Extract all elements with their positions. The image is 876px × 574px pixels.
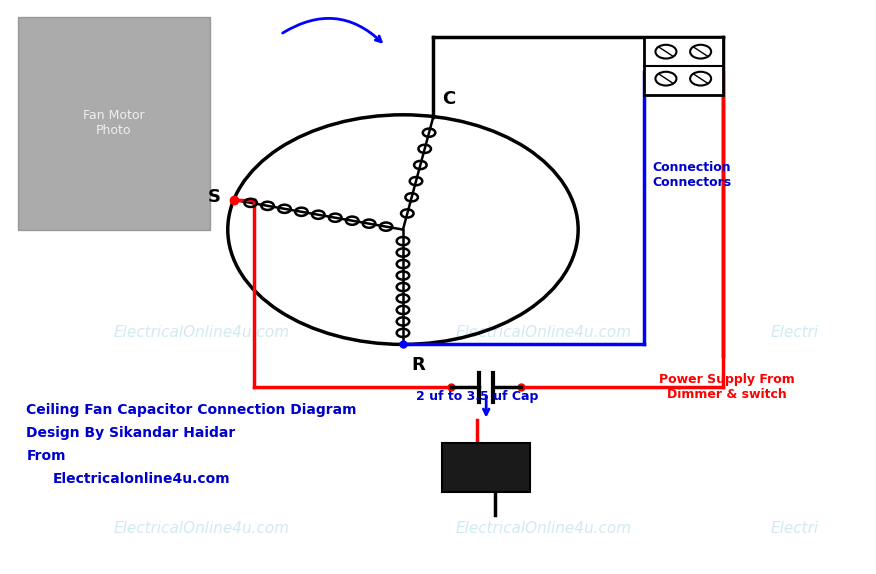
Text: Connection
Connectors: Connection Connectors	[653, 161, 731, 189]
Text: C: C	[442, 90, 456, 108]
Text: From: From	[26, 449, 66, 463]
FancyBboxPatch shape	[644, 37, 723, 95]
Text: Electri: Electri	[771, 325, 819, 340]
Text: ElectricalOnline4u.com: ElectricalOnline4u.com	[456, 521, 632, 536]
Text: ElectricalOnline4u.com: ElectricalOnline4u.com	[114, 521, 290, 536]
Text: R: R	[412, 356, 426, 374]
FancyBboxPatch shape	[442, 444, 530, 492]
Text: Design By Sikandar Haidar: Design By Sikandar Haidar	[26, 426, 236, 440]
Text: Ceiling Fan Capacitor Connection Diagram: Ceiling Fan Capacitor Connection Diagram	[26, 404, 357, 417]
Text: ElectricalOnline4u.com: ElectricalOnline4u.com	[114, 325, 290, 340]
Text: 2 uf to 3.5 uf Cap: 2 uf to 3.5 uf Cap	[416, 390, 539, 404]
FancyBboxPatch shape	[18, 17, 210, 230]
Text: Power Supply From
Dimmer & switch: Power Supply From Dimmer & switch	[660, 373, 795, 401]
Text: Fan Motor
Photo: Fan Motor Photo	[83, 110, 145, 137]
Text: ElectricalOnline4u.com: ElectricalOnline4u.com	[456, 325, 632, 340]
Text: Electri: Electri	[771, 521, 819, 536]
Text: Electricalonline4u.com: Electricalonline4u.com	[53, 472, 230, 486]
Text: S: S	[208, 188, 221, 206]
